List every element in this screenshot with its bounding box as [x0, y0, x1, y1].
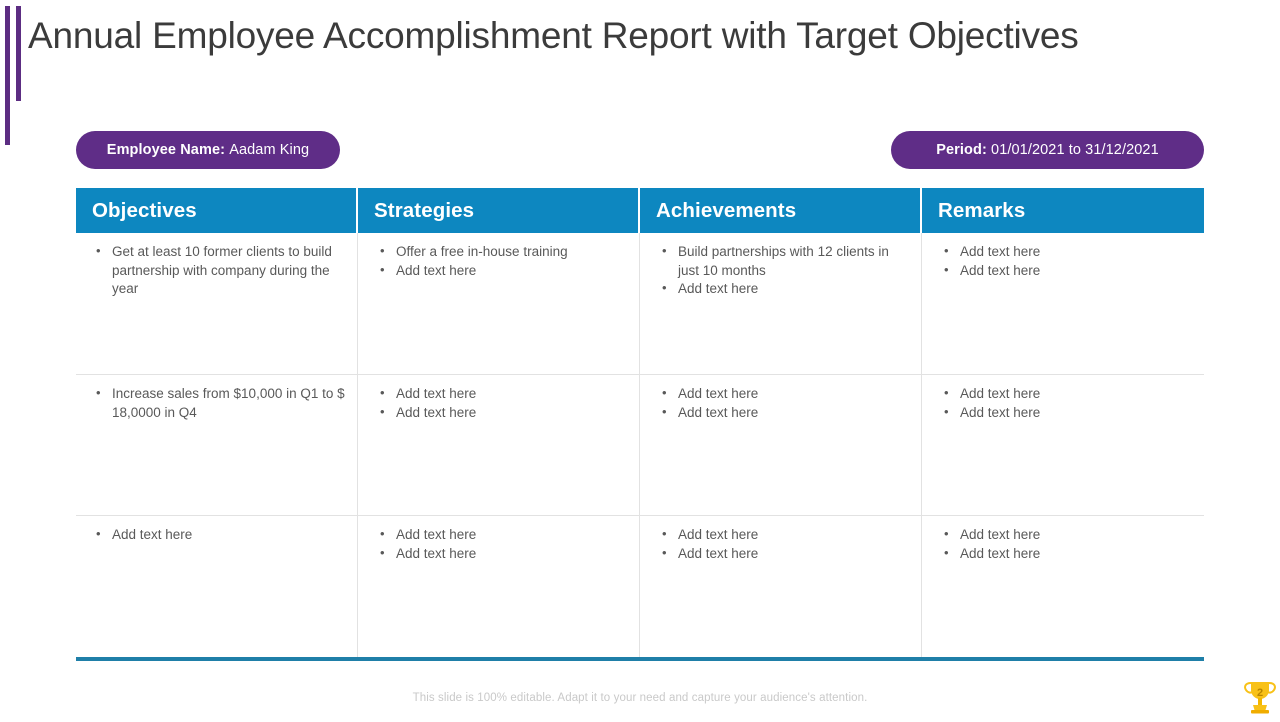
cell-strategies: Add text hereAdd text here: [358, 516, 640, 657]
bullet-item: Add text here: [372, 384, 629, 404]
bullet-list: Add text here: [90, 525, 347, 545]
bullet-item: Add text here: [654, 544, 911, 564]
cell-strategies: Add text hereAdd text here: [358, 375, 640, 515]
bullet-list: Add text hereAdd text here: [936, 242, 1194, 281]
table-header-objectives: Objectives: [76, 188, 358, 233]
bullet-list: Add text hereAdd text here: [654, 525, 911, 564]
table-header-remarks: Remarks: [938, 198, 1026, 222]
cell-remarks: Add text hereAdd text here: [922, 375, 1204, 515]
bullet-item: Get at least 10 former clients to build …: [90, 242, 347, 299]
accent-bar-outer: [5, 6, 10, 145]
bullet-item: Add text here: [936, 403, 1194, 423]
bullet-item: Add text here: [372, 525, 629, 545]
bullet-list: Build partnerships with 12 clients in ju…: [654, 242, 911, 299]
bullet-item: Add text here: [90, 525, 347, 545]
table-row: Get at least 10 former clients to build …: [76, 233, 1204, 375]
bullet-item: Add text here: [936, 384, 1194, 404]
bullet-item: Add text here: [936, 525, 1194, 545]
cell-achievements: Build partnerships with 12 clients in ju…: [640, 233, 922, 374]
table-header-row: Objectives Strategies Achievements Remar…: [76, 188, 1204, 233]
page-title: Annual Employee Accomplishment Report wi…: [28, 15, 1079, 56]
bullet-item: Add text here: [936, 544, 1194, 564]
trophy-number: 2: [1256, 687, 1264, 699]
slide-header: Annual Employee Accomplishment Report wi…: [0, 0, 1280, 145]
bullet-item: Add text here: [372, 403, 629, 423]
cell-achievements: Add text hereAdd text here: [640, 375, 922, 515]
cell-objectives: Increase sales from $10,000 in Q1 to $ 1…: [76, 375, 358, 515]
bullet-item: Add text here: [936, 242, 1194, 262]
cell-achievements: Add text hereAdd text here: [640, 516, 922, 657]
cell-strategies: Offer a free in-house trainingAdd text h…: [358, 233, 640, 374]
bullet-item: Add text here: [654, 403, 911, 423]
bullet-item: Add text here: [372, 261, 629, 281]
table-row: Add text here Add text hereAdd text here…: [76, 516, 1204, 657]
bullet-item: Increase sales from $10,000 in Q1 to $ 1…: [90, 384, 347, 422]
table-header-strategies: Strategies: [358, 188, 640, 233]
period-pill: Period: 01/01/2021 to 31/12/2021: [891, 131, 1204, 169]
bullet-list: Add text hereAdd text here: [936, 525, 1194, 564]
bullet-list: Add text hereAdd text here: [654, 384, 911, 423]
bullet-list: Add text hereAdd text here: [372, 384, 629, 423]
table-row: Increase sales from $10,000 in Q1 to $ 1…: [76, 375, 1204, 516]
bullet-item: Add text here: [654, 525, 911, 545]
bullet-item: Add text here: [372, 544, 629, 564]
employee-name-label: Employee Name:: [106, 142, 226, 158]
report-table: Objectives Strategies Achievements Remar…: [76, 188, 1204, 661]
bullet-list: Add text hereAdd text here: [372, 525, 629, 564]
trophy-icon: 2: [1243, 679, 1277, 717]
cell-remarks: Add text hereAdd text here: [922, 516, 1204, 657]
cell-remarks: Add text hereAdd text here: [922, 233, 1204, 374]
cell-objectives: Add text here: [76, 516, 358, 657]
bullet-item: Add text here: [936, 261, 1194, 281]
bullet-item: Add text here: [654, 384, 911, 404]
accent-bar-inner: [16, 6, 21, 101]
period-label: Period:: [936, 142, 987, 158]
employee-name-pill: Employee Name: Aadam King: [76, 131, 340, 169]
period-value: 01/01/2021 to 31/12/2021: [991, 142, 1159, 158]
table-header-achievements: Achievements: [640, 188, 922, 233]
bullet-list: Increase sales from $10,000 in Q1 to $ 1…: [90, 384, 347, 422]
cell-objectives: Get at least 10 former clients to build …: [76, 233, 358, 374]
footer-note: This slide is 100% editable. Adapt it to…: [412, 692, 868, 704]
bullet-list: Get at least 10 former clients to build …: [90, 242, 347, 299]
bullet-item: Build partnerships with 12 clients in ju…: [654, 242, 911, 280]
employee-name-value: Aadam King: [229, 142, 310, 158]
bullet-list: Add text hereAdd text here: [936, 384, 1194, 423]
bullet-item: Add text here: [654, 279, 911, 299]
bullet-list: Offer a free in-house trainingAdd text h…: [372, 242, 629, 281]
bullet-item: Offer a free in-house training: [372, 242, 629, 262]
